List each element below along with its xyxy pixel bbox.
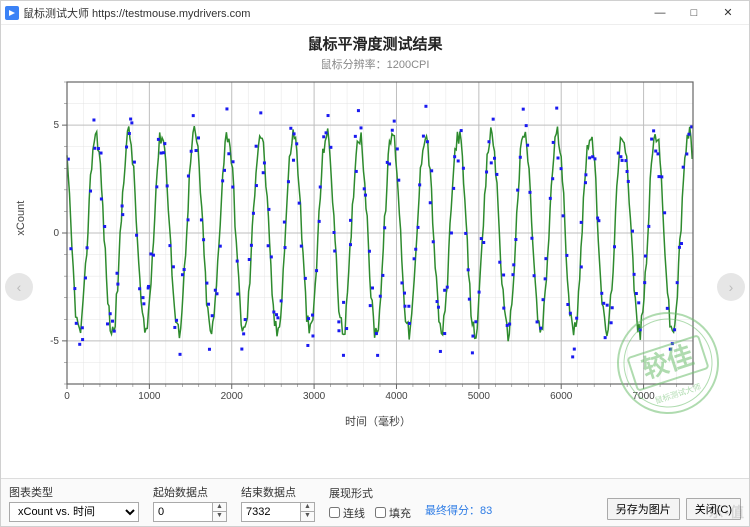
svg-text:-5: -5 [50, 336, 59, 347]
chart-title: 鼠标平滑度测试结果 [11, 33, 739, 54]
chart-plot: 0 1000 2000 3000 4000 5000 6000 7000 -5 0 5 [39, 76, 699, 406]
svg-text:6000: 6000 [550, 391, 573, 402]
app-window: 鼠标测试大师 https://testmouse.mydrivers.com —… [0, 0, 750, 527]
app-icon [5, 6, 19, 20]
end-spinner[interactable]: ▲▼ [301, 502, 315, 522]
end-input[interactable] [241, 502, 301, 522]
start-input[interactable] [153, 502, 213, 522]
chart-type-group: 图表类型 xCount vs. 时间 [9, 484, 139, 522]
svg-text:0: 0 [64, 391, 70, 402]
next-button[interactable]: › [717, 273, 745, 301]
end-label: 结束数据点 [241, 484, 315, 500]
x-axis-label: 时间（毫秒） [39, 413, 717, 429]
svg-text:5: 5 [53, 120, 59, 131]
checkbox-line[interactable]: 连线 [329, 505, 365, 521]
content-area: 鼠标平滑度测试结果 鼠标分辨率：1200CPI ‹ › xCount 0 1000… [1, 25, 749, 478]
svg-text:0: 0 [53, 228, 59, 239]
display-group: 展现形式 连线 填充 [329, 485, 411, 521]
svg-text:4000: 4000 [385, 391, 408, 402]
bottom-toolbar: 图表类型 xCount vs. 时间 起始数据点 ▲▼ 结束数据点 ▲▼ 展现形… [1, 478, 749, 526]
svg-text:7000: 7000 [632, 391, 655, 402]
titlebar: 鼠标测试大师 https://testmouse.mydrivers.com —… [1, 1, 749, 25]
save-image-button[interactable]: 另存为图片 [607, 498, 680, 520]
y-axis-label: xCount [15, 200, 27, 235]
chart-subtitle: 鼠标分辨率：1200CPI [11, 56, 739, 72]
prev-button[interactable]: ‹ [5, 273, 33, 301]
checkbox-fill[interactable]: 填充 [375, 505, 411, 521]
end-group: 结束数据点 ▲▼ [241, 484, 315, 522]
chart-type-select[interactable]: xCount vs. 时间 [9, 502, 139, 522]
svg-text:3000: 3000 [303, 391, 326, 402]
window-title: 鼠标测试大师 https://testmouse.mydrivers.com [23, 5, 250, 21]
maximize-button[interactable]: □ [677, 2, 711, 24]
svg-text:5000: 5000 [468, 391, 491, 402]
start-label: 起始数据点 [153, 484, 227, 500]
close-window-button[interactable]: ✕ [711, 2, 745, 24]
svg-text:2000: 2000 [221, 391, 244, 402]
start-spinner[interactable]: ▲▼ [213, 502, 227, 522]
chart-type-label: 图表类型 [9, 484, 139, 500]
final-score: 最终得分：83 [425, 502, 492, 518]
minimize-button[interactable]: — [643, 2, 677, 24]
start-group: 起始数据点 ▲▼ [153, 484, 227, 522]
chart-container: xCount 01000200030004000500060007000-505… [39, 76, 717, 429]
display-label: 展现形式 [329, 485, 411, 501]
close-button[interactable]: 关闭(C) [686, 498, 741, 520]
svg-text:1000: 1000 [138, 391, 161, 402]
